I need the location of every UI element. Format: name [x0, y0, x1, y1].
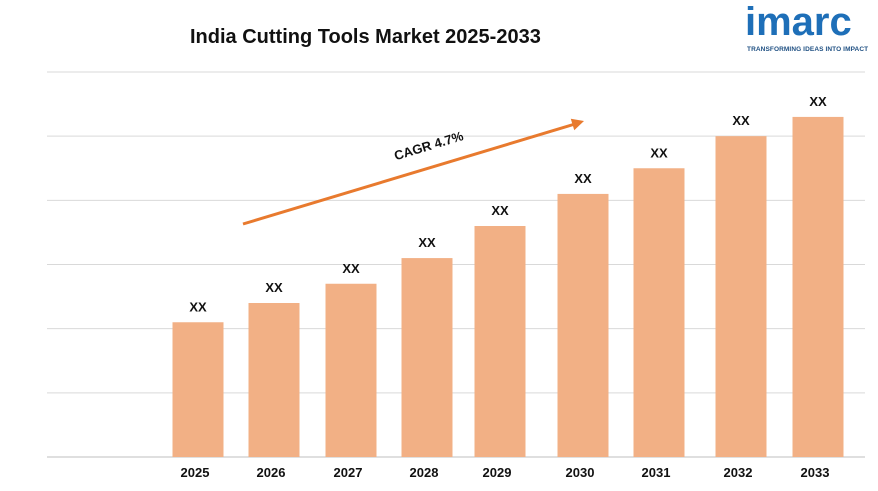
- x-tick-label-2032: 2032: [724, 465, 753, 480]
- x-tick-label-2025: 2025: [181, 465, 210, 480]
- x-tick-label-2026: 2026: [257, 465, 286, 480]
- x-axis-tick-labels: 2025 2026 2027 2028 2029 2030 2031 2032 2033: [181, 465, 830, 480]
- data-label-2028: XX: [418, 235, 436, 250]
- data-label-2030: XX: [574, 171, 592, 186]
- data-label-2031: XX: [650, 145, 668, 160]
- data-label-2027: XX: [342, 261, 360, 276]
- cagr-annotation: CAGR 4.7%: [242, 118, 584, 226]
- bar-2033: [792, 116, 844, 458]
- x-tick-label-2029: 2029: [483, 465, 512, 480]
- cagr-arrow: [242, 122, 576, 226]
- x-tick-label-2031: 2031: [642, 465, 671, 480]
- data-label-2025: XX: [189, 299, 207, 314]
- logo-tagline: TRANSFORMING IDEAS INTO IMPACT: [747, 46, 869, 53]
- cagr-arrowhead: [570, 118, 584, 131]
- data-label-2033: XX: [809, 94, 827, 109]
- imarc-logo: imarc TRANSFORMING IDEAS INTO IMPACT: [745, 0, 870, 58]
- bar-2028: [401, 258, 453, 457]
- logo-wordmark: imarc: [745, 0, 852, 44]
- x-tick-label-2028: 2028: [410, 465, 439, 480]
- x-tick-label-2033: 2033: [801, 465, 830, 480]
- bar-2032: [715, 136, 767, 457]
- bar-2029: [474, 226, 526, 457]
- bar-2031: [633, 168, 685, 457]
- data-labels: XX XX XX XX XX XX XX XX XX: [189, 94, 827, 314]
- data-label-2026: XX: [265, 280, 283, 295]
- bar-2026: [248, 303, 300, 457]
- cagr-label: CAGR 4.7%: [392, 128, 465, 163]
- chart-title: India Cutting Tools Market 2025-2033: [190, 26, 541, 48]
- data-label-2032: XX: [732, 113, 750, 128]
- bar-2027: [325, 283, 377, 457]
- x-tick-label-2027: 2027: [334, 465, 363, 480]
- bars: [172, 116, 844, 458]
- data-label-2029: XX: [491, 203, 509, 218]
- bar-2025: [172, 322, 224, 457]
- bar-2030: [557, 193, 609, 457]
- x-tick-label-2030: 2030: [566, 465, 595, 480]
